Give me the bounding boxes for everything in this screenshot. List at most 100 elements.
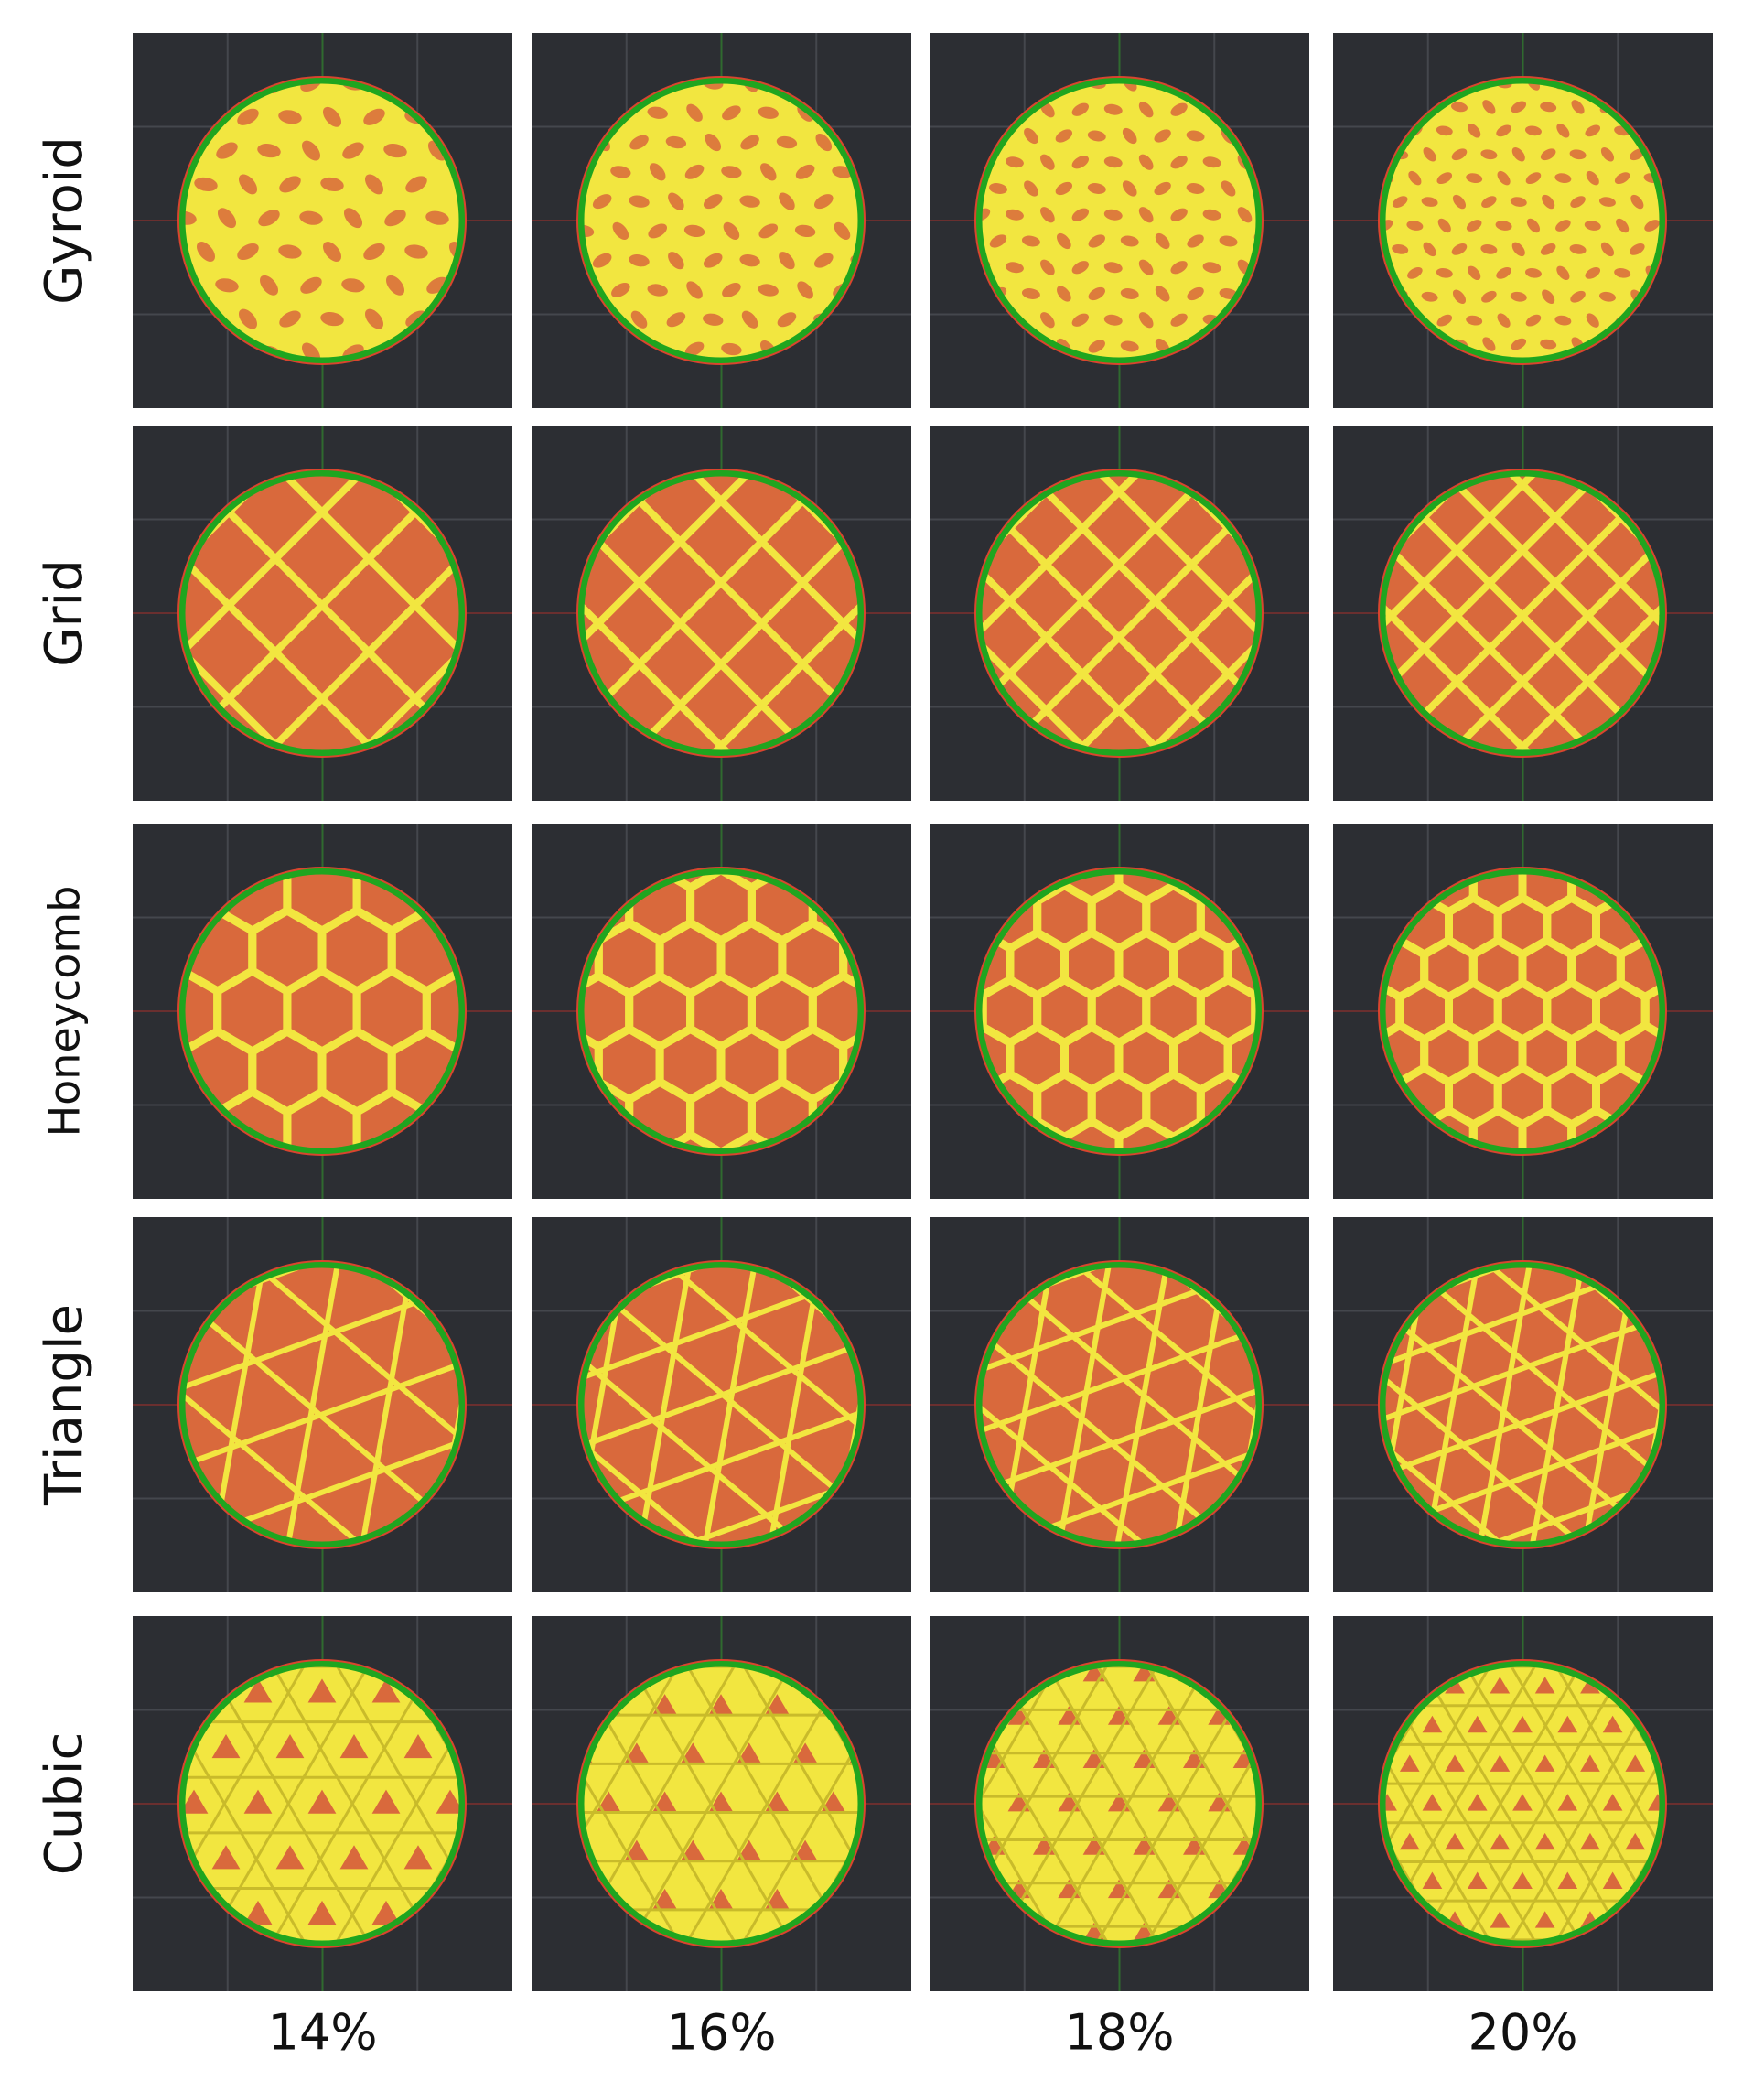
infill-hole [1738,1559,1759,1576]
infill-hole [1540,102,1557,113]
infill-hole [684,341,705,357]
infill-hole [1383,2010,1405,2028]
infill-fill [1385,874,1660,1148]
infill-hole [363,243,385,261]
infill-hole [185,1789,209,1814]
infill-hole [982,208,991,221]
infill-hole [1392,244,1409,254]
infill-hole [1071,261,1089,275]
infill-hole [1580,1832,1600,1850]
infill-line [1385,1666,1507,1911]
infill-hole [612,221,629,241]
infill-hole [624,2034,649,2055]
infill-line [266,557,459,750]
infill-hole [1482,337,1496,351]
infill-hole [1598,197,1616,207]
infill-line [692,1267,768,1542]
infill-line [1385,476,1604,695]
infill-hole [427,1597,452,1618]
infill-hole [1233,2010,1255,2028]
infill-hole [1616,218,1630,233]
infill-hole [1309,1833,1329,1849]
infill-hole [1377,2028,1397,2044]
infill-hole [652,1694,678,1716]
infill-hole [668,252,684,270]
infill-hole [1490,1911,1511,1928]
infill-hole [1534,1832,1555,1850]
infill-hole [371,1678,401,1703]
infill-hole [1555,220,1571,232]
infill-line [611,1666,816,1941]
infill-hole [1071,313,1089,327]
perimeter [178,868,466,1155]
infill-hole [1333,2010,1355,2028]
infill-line [1385,1286,1660,1542]
infill-hole [958,2053,980,2071]
infill-line [584,1267,858,1530]
infill-hole [84,1512,113,1536]
infill-cell [1744,1238,1764,1295]
infill-hole [211,1845,241,1870]
infill-cell [8,729,78,810]
infill-cell [0,609,8,689]
infill-hole [849,2034,874,2055]
infill-hole [883,2010,905,2028]
infill-hole [320,177,344,191]
infill-hole [1120,235,1139,247]
infill-pattern [0,609,459,1414]
infill-line [1022,516,1256,750]
infill-hole [739,254,760,267]
infill-hole [1400,1989,1420,2006]
infill-hole [238,174,258,195]
infill-hole [1557,1871,1578,1889]
infill-fill [584,476,858,750]
infill-cell [0,1333,8,1414]
infill-hole [1510,291,1527,302]
infill-hole [1542,194,1555,210]
infill-hole [1283,2010,1305,2028]
infill-hole [1308,1620,1330,1638]
infill-hole [0,1457,16,1481]
infill-hole [405,176,427,193]
infill-hole [1202,262,1221,274]
infill-hole [1526,218,1541,233]
infill-line [1385,1349,1660,1493]
infill-hole [1170,156,1188,169]
infill-line [1421,1267,1660,1471]
infill-line [1103,1267,1179,1542]
infill-hole [180,2011,209,2035]
infill-cell [1744,983,1764,1040]
infill-hole [275,1733,305,1759]
infill-hole [1497,170,1511,186]
infill-line [1098,1666,1256,1932]
perimeter [975,77,1263,364]
infill-hole [259,275,279,296]
outer-wall [974,76,1264,365]
infill-hole [1088,286,1105,301]
infill-hole [84,1956,113,1979]
infill-hole [371,1789,401,1814]
infill-hole [1355,1989,1375,2006]
infill-hole [1452,194,1467,210]
infill-hole [1187,234,1204,248]
infill-line [242,1666,447,1941]
infill-pattern [883,1620,1455,2071]
outer-wall [576,867,866,1156]
infill-hole [1309,1989,1329,2006]
infill-hole [1433,2010,1455,2028]
infill-hole [1556,124,1570,138]
infill-hole [339,1845,369,1870]
infill-hole [741,310,758,329]
row-label: Grid [35,559,94,667]
infill-hole [1586,170,1599,186]
infill-hole [962,2034,986,2055]
infill-hole [185,210,197,225]
perimeter [975,868,1263,1155]
infill-hole [1087,130,1106,142]
infill-hole [1716,1911,1736,1927]
infill-hole [343,208,363,229]
infill-hole [649,163,666,181]
infill-hole [990,1597,1015,1618]
infill-line [227,476,459,708]
infill-hole [1602,1794,1623,1811]
